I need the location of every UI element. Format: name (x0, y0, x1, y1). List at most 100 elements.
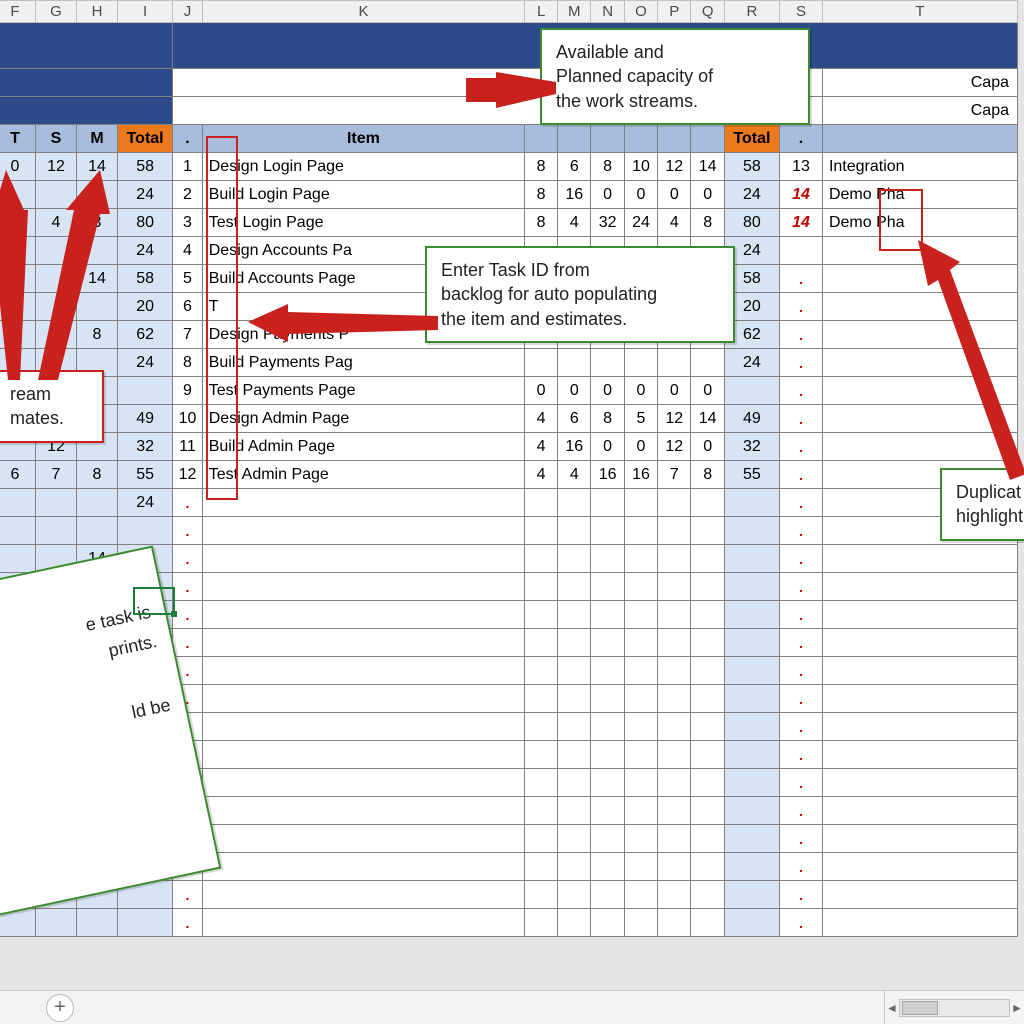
cell[interactable] (0, 181, 36, 209)
item-name-cell[interactable] (202, 489, 524, 517)
estimate-cell[interactable] (691, 909, 724, 937)
right-id-cell[interactable]: . (780, 517, 823, 545)
right-id-cell[interactable]: . (780, 741, 823, 769)
estimate-cell[interactable] (525, 517, 558, 545)
task-id-cell[interactable]: 10 (173, 405, 203, 433)
cell[interactable]: 3 (77, 209, 118, 237)
item-name-cell[interactable] (202, 601, 524, 629)
cell[interactable] (36, 909, 77, 937)
estimate-cell[interactable] (558, 853, 591, 881)
task-id-cell[interactable]: 7 (173, 321, 203, 349)
right-item-cell[interactable]: Demo Pha (822, 209, 1017, 237)
estimate-cell[interactable] (658, 685, 691, 713)
cell[interactable] (77, 489, 118, 517)
right-item-cell[interactable] (822, 377, 1017, 405)
cell[interactable] (36, 489, 77, 517)
estimate-cell[interactable] (624, 489, 657, 517)
right-item-cell[interactable] (822, 741, 1017, 769)
estimate-cell[interactable]: 8 (691, 209, 724, 237)
estimate-cell[interactable] (525, 601, 558, 629)
item-name-cell[interactable]: Build Admin Page (202, 433, 524, 461)
cell[interactable]: 14 (77, 265, 118, 293)
right-item-cell[interactable] (822, 629, 1017, 657)
right-id-cell[interactable]: . (780, 601, 823, 629)
estimate-cell[interactable] (658, 349, 691, 377)
cell[interactable] (0, 321, 36, 349)
cell-total-right[interactable] (724, 769, 779, 797)
estimate-cell[interactable] (558, 517, 591, 545)
estimate-cell[interactable] (691, 489, 724, 517)
right-item-cell[interactable] (822, 293, 1017, 321)
right-id-cell[interactable]: . (780, 349, 823, 377)
estimate-cell[interactable]: 0 (558, 377, 591, 405)
right-item-cell[interactable] (822, 769, 1017, 797)
estimate-cell[interactable] (691, 741, 724, 769)
column-header[interactable]: G (36, 1, 77, 23)
item-name-cell[interactable] (202, 881, 524, 909)
cell[interactable] (0, 489, 36, 517)
cell[interactable] (77, 181, 118, 209)
item-name-cell[interactable] (202, 825, 524, 853)
right-id-cell[interactable]: 14 (780, 181, 823, 209)
estimate-cell[interactable] (558, 825, 591, 853)
estimate-cell[interactable] (591, 573, 624, 601)
estimate-cell[interactable]: 0 (658, 181, 691, 209)
cell-total-right[interactable]: 80 (724, 209, 779, 237)
right-item-cell[interactable] (822, 601, 1017, 629)
item-name-cell[interactable] (202, 797, 524, 825)
cell-total[interactable]: 32 (118, 433, 173, 461)
estimate-cell[interactable] (624, 545, 657, 573)
estimate-cell[interactable] (558, 629, 591, 657)
estimate-cell[interactable] (591, 741, 624, 769)
estimate-cell[interactable]: 4 (558, 209, 591, 237)
cell-total-right[interactable] (724, 489, 779, 517)
right-id-cell[interactable]: . (780, 629, 823, 657)
right-id-cell[interactable]: . (780, 461, 823, 489)
estimate-cell[interactable] (591, 545, 624, 573)
column-header[interactable]: P (658, 1, 691, 23)
estimate-cell[interactable] (591, 685, 624, 713)
estimate-cell[interactable]: 8 (525, 209, 558, 237)
estimate-cell[interactable]: 0 (691, 433, 724, 461)
estimate-cell[interactable] (558, 349, 591, 377)
estimate-cell[interactable] (558, 769, 591, 797)
estimate-cell[interactable] (525, 909, 558, 937)
column-header[interactable]: M (558, 1, 591, 23)
right-item-cell[interactable] (822, 545, 1017, 573)
estimate-cell[interactable] (658, 601, 691, 629)
cell[interactable] (77, 293, 118, 321)
estimate-cell[interactable] (525, 825, 558, 853)
cell-total-right[interactable] (724, 629, 779, 657)
item-name-cell[interactable]: Build Payments Pag (202, 349, 524, 377)
cell-total[interactable]: 49 (118, 405, 173, 433)
cell-total[interactable]: 20 (118, 293, 173, 321)
estimate-cell[interactable] (624, 853, 657, 881)
cell[interactable]: 12 (36, 153, 77, 181)
cell[interactable] (0, 237, 36, 265)
cell-total-right[interactable]: 49 (724, 405, 779, 433)
estimate-cell[interactable] (624, 797, 657, 825)
estimate-cell[interactable] (624, 713, 657, 741)
estimate-cell[interactable] (525, 489, 558, 517)
estimate-cell[interactable] (691, 349, 724, 377)
cell-total[interactable] (118, 517, 173, 545)
task-id-cell[interactable]: . (173, 909, 203, 937)
cell-total-right[interactable] (724, 601, 779, 629)
estimate-cell[interactable]: 0 (624, 181, 657, 209)
cell-total-right[interactable] (724, 741, 779, 769)
estimate-cell[interactable] (558, 909, 591, 937)
right-id-cell[interactable]: . (780, 265, 823, 293)
right-item-cell[interactable] (822, 881, 1017, 909)
task-id-cell[interactable]: 8 (173, 349, 203, 377)
column-header[interactable]: K (202, 1, 524, 23)
right-id-cell[interactable]: . (780, 825, 823, 853)
estimate-cell[interactable] (525, 769, 558, 797)
task-id-cell[interactable]: 1 (173, 153, 203, 181)
estimate-cell[interactable] (591, 881, 624, 909)
estimate-cell[interactable] (658, 517, 691, 545)
right-item-cell[interactable] (822, 237, 1017, 265)
cell-total-right[interactable]: 32 (724, 433, 779, 461)
estimate-cell[interactable]: 0 (691, 377, 724, 405)
item-name-cell[interactable] (202, 573, 524, 601)
estimate-cell[interactable] (591, 769, 624, 797)
